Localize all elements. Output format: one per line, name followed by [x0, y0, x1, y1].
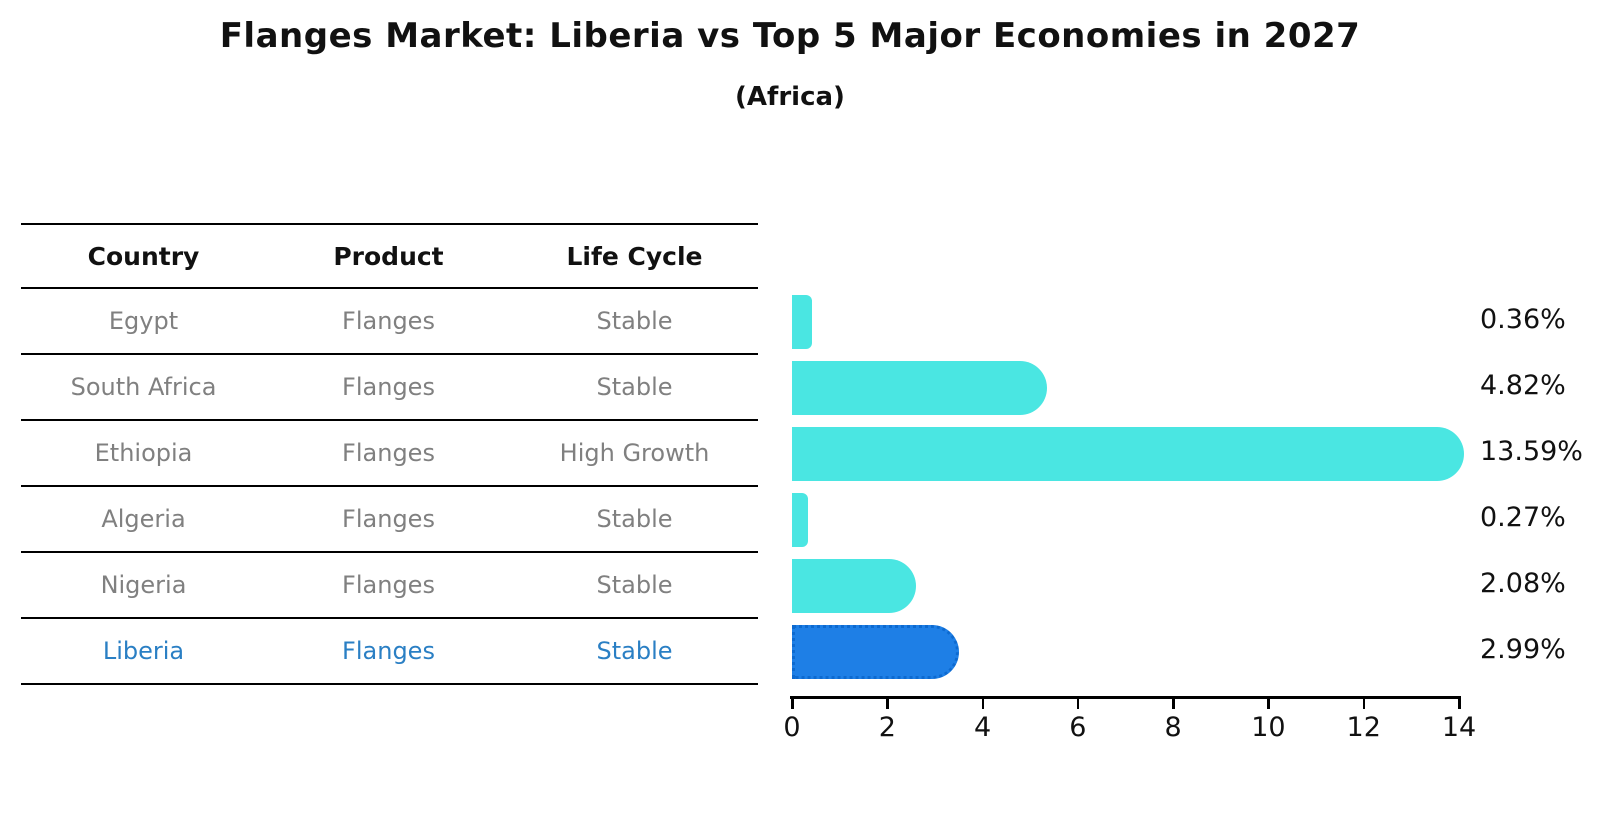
x-tick-mark-4: [981, 699, 985, 709]
product-cell: Flanges: [342, 637, 435, 665]
x-tick-label-14: 14: [1441, 712, 1477, 743]
x-tick-mark-12: [1362, 699, 1366, 709]
x-tick-mark-2: [886, 699, 889, 709]
bar-ethiopia: [792, 427, 1465, 481]
life-cycle-cell: Stable: [596, 637, 673, 665]
bar-south-africa: [792, 361, 1047, 415]
country-cell: Ethiopia: [94, 439, 193, 467]
country-cell: Liberia: [102, 637, 185, 665]
table-row-liberia: Liberia Flanges Stable: [21, 619, 758, 685]
country-product-table: Country Product Life Cycle Egypt Flanges Stab…: [21, 223, 758, 685]
product-cell: Flanges: [342, 439, 435, 467]
x-tick-mark-14: [1458, 699, 1461, 709]
bar-liberia: [792, 625, 960, 679]
country-cell: Algeria: [101, 505, 186, 533]
x-tick-mark-0: [791, 699, 794, 709]
value-label-liberia: 2.99%: [1480, 634, 1566, 665]
x-tick-label-0: 0: [783, 712, 801, 743]
product-cell: Flanges: [342, 571, 435, 599]
x-tick-label-4: 4: [973, 712, 992, 743]
value-label-nigeria: 2.08%: [1480, 568, 1566, 599]
value-label-egypt: 0.36%: [1480, 304, 1566, 335]
value-label-algeria: 0.27%: [1480, 502, 1566, 533]
product-cell: Flanges: [342, 307, 435, 335]
bar-algeria: [792, 493, 808, 547]
country-cell: Nigeria: [100, 571, 187, 599]
table-row-algeria: Algeria Flanges Stable: [21, 487, 758, 553]
table-header-cell: Country: [87, 241, 200, 271]
x-tick-label-10: 10: [1251, 712, 1286, 743]
table-row-ethiopia: Ethiopia Flanges High Growth: [21, 421, 758, 487]
x-tick-mark-6: [1076, 699, 1080, 709]
value-label-south-africa: 4.82%: [1480, 370, 1566, 401]
x-tick-mark-10: [1267, 699, 1270, 709]
table-row-south-africa: South Africa Flanges Stable: [21, 355, 758, 421]
life-cycle-cell: Stable: [596, 373, 673, 401]
table-header-row: Country Product Life Cycle: [21, 223, 758, 289]
life-cycle-cell: High Growth: [559, 439, 710, 467]
life-cycle-cell: Stable: [596, 505, 673, 533]
product-cell: Flanges: [342, 373, 435, 401]
x-tick-label-6: 6: [1069, 712, 1087, 743]
bar-egypt: [792, 295, 813, 349]
x-tick-label-2: 2: [878, 712, 896, 743]
country-cell: Egypt: [108, 307, 179, 335]
table-row-egypt: Egypt Flanges Stable: [21, 289, 758, 355]
life-cycle-cell: Stable: [596, 307, 673, 335]
x-axis-line: [790, 696, 1461, 699]
chart-title: Flanges Market: Liberia vs Top 5 Major E…: [219, 16, 1361, 56]
product-cell: Flanges: [342, 505, 435, 533]
value-label-ethiopia: 13.59%: [1480, 436, 1583, 467]
table-header-cell: Product: [333, 241, 444, 271]
x-tick-label-12: 12: [1346, 712, 1381, 743]
x-tick-label-8: 8: [1164, 712, 1182, 743]
country-cell: South Africa: [70, 373, 217, 401]
table-header-cell: Life Cycle: [566, 241, 703, 271]
x-tick-mark-8: [1172, 699, 1175, 709]
life-cycle-cell: Stable: [596, 571, 673, 599]
chart-subtitle: (Africa): [735, 82, 845, 112]
bar-nigeria: [792, 559, 917, 613]
table-row-nigeria: Nigeria Flanges Stable: [21, 553, 758, 619]
